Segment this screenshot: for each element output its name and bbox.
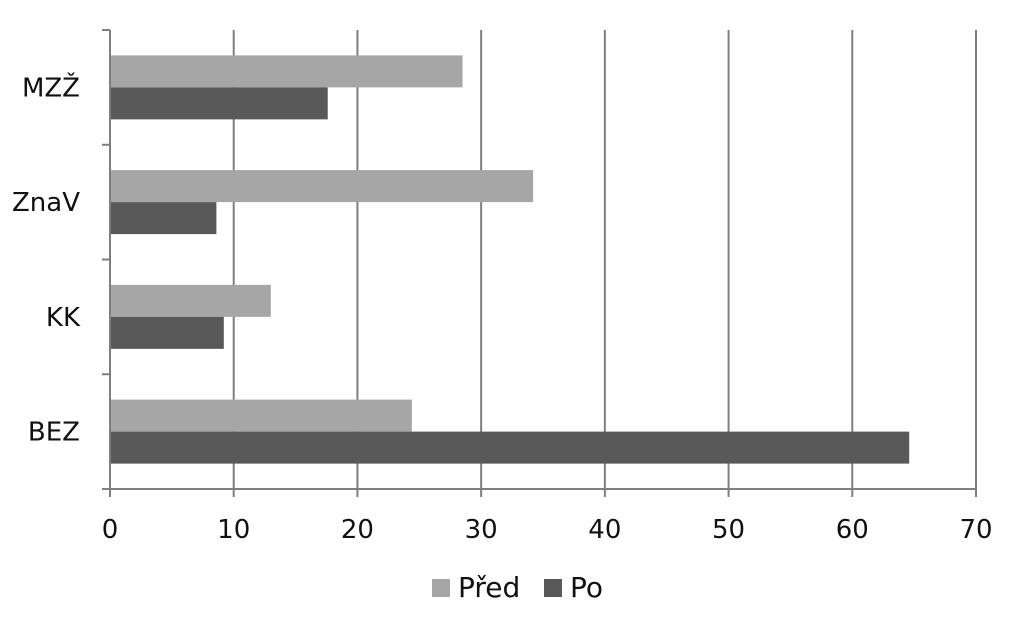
y-category-label: BEZ	[28, 418, 80, 448]
x-tick-label: 50	[712, 515, 745, 545]
legend-label-Po: Po	[570, 571, 603, 604]
bar-Před-BEZ	[110, 399, 412, 432]
bar-Před-ZnaV	[110, 170, 534, 203]
legend-swatch-Před	[432, 579, 450, 597]
y-category-label: KK	[46, 303, 81, 333]
bar-Po-MZŽ	[110, 87, 328, 120]
x-tick-label: 0	[102, 515, 119, 545]
bar-Po-KK	[110, 316, 224, 349]
x-tick-label: 60	[836, 515, 869, 545]
x-tick-label: 20	[341, 515, 374, 545]
x-tick-label: 10	[217, 515, 250, 545]
y-category-label: ZnaV	[12, 188, 80, 218]
bars	[110, 55, 910, 464]
tick-labels: 0 10 20 30 40 50 60 70 MZŽ ZnaV KK BEZ	[12, 71, 993, 545]
x-tick-label: 30	[465, 515, 498, 545]
legend-label-Před: Před	[458, 571, 520, 604]
bar-Po-BEZ	[110, 431, 910, 464]
gridlines	[232, 30, 977, 489]
y-category-label: MZŽ	[22, 71, 80, 103]
bar-Po-ZnaV	[110, 202, 217, 235]
legend-swatch-Po	[544, 579, 562, 597]
bar-Před-MZŽ	[110, 55, 463, 88]
x-tick-label: 40	[588, 515, 621, 545]
tick-marks	[102, 29, 977, 497]
bar-Před-KK	[110, 284, 271, 317]
legend: Před Po	[432, 571, 603, 604]
x-tick-label: 70	[959, 515, 992, 545]
